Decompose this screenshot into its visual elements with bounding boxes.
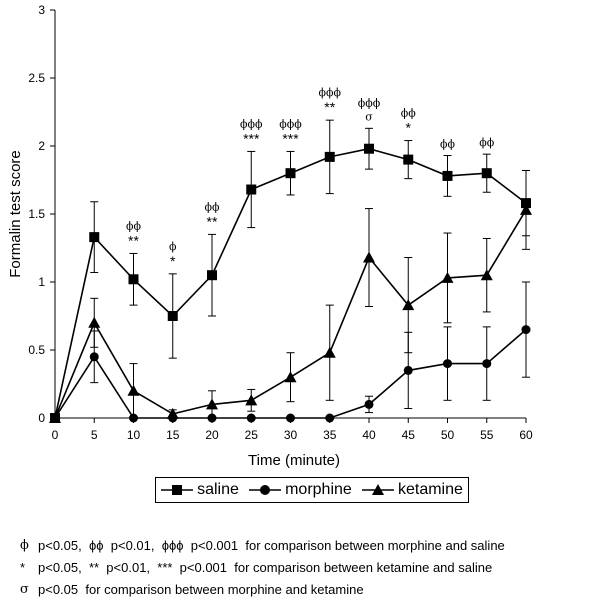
triangle-marker-icon bbox=[361, 484, 394, 495]
significance-label: ** bbox=[128, 232, 139, 248]
chart-legend: saline morphine ketamine bbox=[155, 477, 469, 503]
note-row-star: * p<0.05, ** p<0.01, *** p<0.001 for com… bbox=[20, 557, 505, 579]
x-tick-label: 50 bbox=[441, 428, 455, 442]
significance-label: ϕϕϕ bbox=[319, 86, 342, 99]
data-point bbox=[481, 168, 492, 179]
axes: 00.511.522.530 5 10 15 20 25 30 35 40 45 50 55 60 bbox=[28, 3, 533, 442]
note-symbol: * bbox=[20, 560, 26, 575]
significance-label: ϕϕϕ bbox=[279, 117, 302, 130]
data-point bbox=[167, 311, 178, 321]
significance-label: *** bbox=[282, 130, 299, 146]
significance-label: *** bbox=[243, 130, 260, 146]
data-point bbox=[166, 407, 179, 419]
significance-label: ϕϕϕ bbox=[358, 96, 381, 109]
formalin-chart: 00.511.522.530 5 10 15 20 25 30 35 40 45 50 55 60 **… bbox=[7, 3, 533, 469]
data-point bbox=[402, 299, 415, 311]
data-point bbox=[403, 365, 413, 375]
x-tick-label: 20 bbox=[205, 428, 219, 442]
data-point bbox=[49, 412, 61, 423]
data-point bbox=[442, 170, 453, 181]
legend-label: ketamine bbox=[397, 481, 463, 498]
significance-label: ϕϕ bbox=[126, 219, 141, 232]
x-tick-label: 30 bbox=[284, 428, 298, 442]
note-text: p<0.05 for comparison between morphine a… bbox=[38, 582, 364, 597]
x-tick-label: 35 bbox=[323, 428, 337, 442]
data-point bbox=[246, 413, 256, 423]
note-text: p<0.05, ** p<0.01, *** p<0.001 for compa… bbox=[38, 560, 493, 575]
data-point bbox=[441, 271, 454, 283]
data-point bbox=[323, 346, 336, 358]
note-row-sigma: σ p<0.05 for comparison between morphine… bbox=[20, 579, 505, 601]
data-point bbox=[246, 184, 257, 195]
series-saline bbox=[50, 119, 531, 423]
legend-item-saline: saline bbox=[161, 481, 239, 499]
data-point bbox=[482, 359, 492, 369]
x-tick-label: 55 bbox=[480, 428, 494, 442]
note-text: p<0.05, ϕϕ p<0.01, ϕϕϕ p<0.001 for compa… bbox=[38, 538, 505, 553]
circle-marker-icon bbox=[249, 485, 282, 495]
significance-label: ϕϕ bbox=[401, 107, 416, 120]
legend-item-ketamine: ketamine bbox=[361, 481, 463, 499]
data-point bbox=[480, 269, 493, 281]
data-point bbox=[363, 251, 375, 263]
significance-label: σ bbox=[365, 110, 373, 123]
significance-label: ϕϕ bbox=[479, 136, 494, 149]
significance-notes: ϕ p<0.05, ϕϕ p<0.01, ϕϕϕ p<0.001 for com… bbox=[20, 535, 505, 601]
y-tick-label: 0 bbox=[38, 411, 45, 425]
significance-label: ϕϕ bbox=[205, 200, 220, 213]
data-point bbox=[206, 398, 218, 410]
data-point bbox=[286, 413, 295, 423]
note-symbol: σ bbox=[20, 582, 29, 597]
data-point bbox=[403, 154, 414, 165]
x-tick-label: 25 bbox=[245, 428, 259, 442]
note-row-phi: ϕ p<0.05, ϕϕ p<0.01, ϕϕϕ p<0.001 for com… bbox=[20, 535, 505, 557]
y-tick-label: 3 bbox=[38, 3, 45, 17]
legend-label: morphine bbox=[285, 481, 352, 498]
x-tick-label: 0 bbox=[52, 428, 59, 442]
data-point bbox=[207, 270, 217, 281]
x-tick-label: 5 bbox=[91, 428, 98, 442]
y-tick-label: 2.5 bbox=[28, 71, 45, 85]
significance-label: ** bbox=[207, 213, 218, 229]
y-tick-label: 0.5 bbox=[28, 343, 45, 357]
data-point bbox=[88, 316, 101, 328]
series-layer bbox=[49, 119, 532, 423]
data-point bbox=[520, 203, 532, 215]
data-point bbox=[89, 352, 99, 362]
data-point bbox=[324, 151, 335, 162]
square-marker-icon bbox=[161, 485, 194, 495]
significance-label: * bbox=[406, 120, 412, 136]
x-tick-label: 15 bbox=[166, 428, 180, 442]
data-point bbox=[89, 232, 100, 243]
data-point bbox=[521, 325, 531, 335]
data-point bbox=[285, 168, 296, 179]
data-point bbox=[443, 359, 452, 369]
x-tick-label: 40 bbox=[362, 428, 376, 442]
data-point bbox=[128, 274, 139, 285]
data-point bbox=[127, 384, 140, 396]
y-tick-label: 1.5 bbox=[28, 207, 45, 221]
y-tick-label: 1 bbox=[38, 275, 45, 289]
legend-item-morphine: morphine bbox=[249, 481, 352, 499]
data-point bbox=[364, 399, 374, 409]
data-point bbox=[284, 371, 297, 383]
x-tick-label: 60 bbox=[519, 428, 533, 442]
note-symbol: ϕ bbox=[20, 538, 29, 553]
legend-label: saline bbox=[197, 481, 239, 498]
significance-label: ** bbox=[324, 99, 335, 115]
x-axis-label: Time (minute) bbox=[248, 452, 340, 469]
series-ketamine bbox=[49, 169, 532, 423]
significance-label: * bbox=[170, 253, 176, 269]
y-axis-label: Formalin test score bbox=[7, 150, 24, 278]
significance-label: ϕ bbox=[169, 240, 177, 253]
y-tick-label: 2 bbox=[38, 139, 45, 153]
data-point bbox=[325, 413, 335, 423]
data-point bbox=[364, 143, 374, 154]
x-tick-label: 45 bbox=[402, 428, 416, 442]
significance-label: ϕϕ bbox=[440, 138, 455, 151]
x-tick-label: 10 bbox=[127, 428, 141, 442]
significance-label: ϕϕϕ bbox=[240, 117, 263, 130]
data-point bbox=[245, 394, 258, 406]
